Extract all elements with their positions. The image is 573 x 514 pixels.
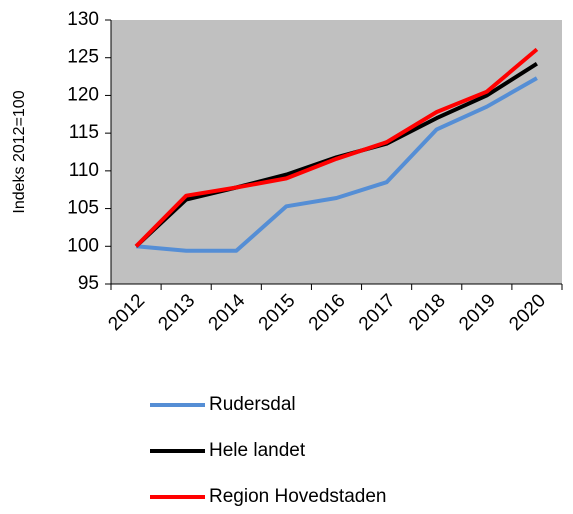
- x-tick-label: 2015: [255, 290, 300, 335]
- y-tick-label: 95: [78, 273, 99, 294]
- x-tick-label: 2013: [155, 290, 200, 335]
- plot-area: [111, 20, 562, 284]
- y-tick-label: 105: [67, 198, 99, 219]
- y-axis-label: Indeks 2012=100: [11, 90, 28, 213]
- y-tick-label: 125: [67, 47, 99, 68]
- x-tick-label: 2019: [455, 290, 500, 335]
- legend-label: Rudersdal: [209, 394, 296, 415]
- x-tick-label: 2017: [355, 290, 400, 335]
- y-tick-label: 110: [69, 160, 99, 181]
- series-line: [135, 76, 538, 253]
- x-tick-label: 2020: [505, 290, 550, 335]
- y-tick-label: 120: [67, 84, 99, 105]
- series-line: [134, 47, 539, 248]
- x-tick-label: 2016: [305, 290, 350, 335]
- x-tick-label: 2014: [205, 290, 250, 335]
- x-tick-label: 2012: [104, 290, 149, 335]
- x-tick-label: 2018: [405, 290, 450, 335]
- legend-label: Region Hovedstaden: [209, 486, 386, 507]
- legend-label: Hele landet: [209, 440, 306, 461]
- y-tick-label: 100: [67, 235, 99, 256]
- y-tick-label: 115: [69, 122, 99, 143]
- y-tick-label: 130: [67, 9, 99, 30]
